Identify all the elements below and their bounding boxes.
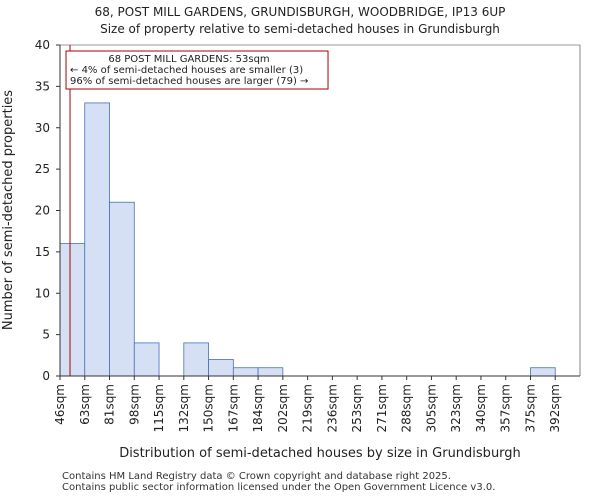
bar-167sqm (232, 367, 259, 377)
bar-184sqm (257, 367, 284, 377)
annotation-box (65, 50, 329, 90)
y-tick-label-5: 5 (42, 328, 50, 342)
x-tick-label-392sqm: 392sqm (548, 384, 562, 432)
x-tick-label-115sqm: 115sqm (152, 384, 166, 432)
x-tick-label-236sqm: 236sqm (325, 384, 339, 432)
x-tick-label-288sqm: 288sqm (400, 384, 414, 432)
x-tick-label-271sqm: 271sqm (375, 384, 389, 432)
y-tick-label-25: 25 (35, 162, 50, 176)
x-tick-label-340sqm: 340sqm (474, 384, 488, 432)
y-tick-label-30: 30 (35, 121, 50, 135)
bar-46sqm (59, 243, 86, 377)
x-tick-label-132sqm: 132sqm (177, 384, 191, 432)
y-tick-label-35: 35 (35, 79, 50, 93)
y-tick-label-20: 20 (35, 204, 50, 218)
x-tick-label-219sqm: 219sqm (301, 384, 315, 432)
title-line-1: 68, POST MILL GARDENS, GRUNDISBURGH, WOO… (94, 5, 506, 19)
x-tick-label-202sqm: 202sqm (276, 384, 290, 432)
x-tick-label-305sqm: 305sqm (424, 384, 438, 432)
chart-title: 68, POST MILL GARDENS, GRUNDISBURGH, WOO… (0, 4, 600, 38)
y-tick-label-10: 10 (35, 286, 50, 300)
bar-150sqm (208, 359, 234, 377)
x-tick-label-46sqm: 46sqm (53, 384, 67, 425)
annotation-line-1: 68 POST MILL GARDENS: 53sqm (108, 54, 269, 65)
y-tick-label-40: 40 (35, 38, 50, 52)
title-line-2: Size of property relative to semi-detach… (100, 22, 500, 36)
footer-line-2: Contains public sector information licen… (62, 482, 496, 493)
y-axis-title: Number of semi-detached properties (1, 90, 16, 330)
x-tick-label-98sqm: 98sqm (127, 384, 141, 425)
bar-132sqm (183, 342, 209, 377)
y-tick-label-15: 15 (35, 245, 50, 259)
bar-375sqm (530, 367, 556, 377)
footer: Contains HM Land Registry data © Crown c… (62, 471, 495, 493)
x-tick-label-323sqm: 323sqm (449, 384, 463, 432)
x-tick-label-357sqm: 357sqm (499, 384, 513, 432)
x-tick-label-184sqm: 184sqm (251, 384, 265, 432)
x-axis-title: Distribution of semi-detached houses by … (119, 446, 521, 461)
x-tick-label-167sqm: 167sqm (226, 384, 240, 432)
y-tick-label-0: 0 (42, 369, 50, 383)
bar-63sqm (84, 102, 110, 377)
x-tick-label-253sqm: 253sqm (350, 384, 364, 432)
annotation-line-3: 96% of semi-detached houses are larger (… (70, 76, 308, 87)
x-tick-label-375sqm: 375sqm (523, 384, 537, 432)
annotation-line-2: ← 4% of semi-detached houses are smaller… (70, 65, 303, 76)
x-tick-label-63sqm: 63sqm (78, 384, 92, 425)
x-tick-label-150sqm: 150sqm (202, 384, 216, 432)
bar-81sqm (109, 201, 135, 377)
x-tick-label-81sqm: 81sqm (103, 384, 117, 425)
bar-98sqm (133, 342, 160, 377)
footer-line-1: Contains HM Land Registry data © Crown c… (62, 471, 451, 482)
